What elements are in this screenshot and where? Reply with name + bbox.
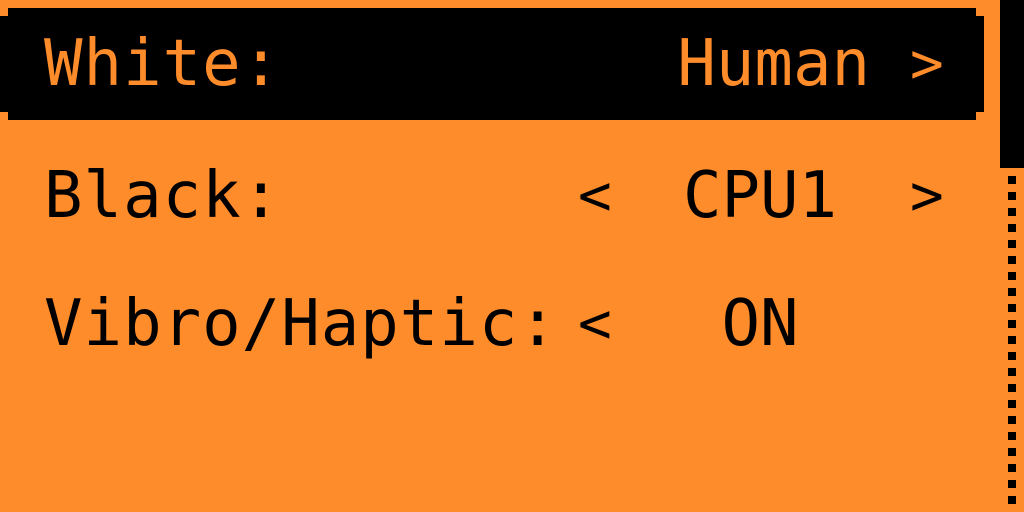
menu-item-vibro-haptic[interactable]: Vibro/Haptic: < ON	[0, 268, 984, 380]
scrollbar-track-dot	[1008, 272, 1016, 280]
scrollbar-thumb[interactable]	[1000, 0, 1024, 168]
scrollbar-track-dot	[1008, 480, 1016, 488]
menu-item-white[interactable]: White: Human >	[0, 8, 984, 120]
scrollbar-track-dot	[1008, 432, 1016, 440]
chevron-right-icon[interactable]: >	[910, 31, 944, 97]
menu-item-black[interactable]: Black: < CPU1 >	[0, 140, 984, 252]
scrollbar-track-dot	[1008, 352, 1016, 360]
menu-item-label: White:	[44, 27, 282, 101]
menu-item-value: Human	[677, 27, 870, 101]
scrollbar-track-dot	[1008, 208, 1016, 216]
scrollbar-track-dot	[1008, 400, 1016, 408]
scrollbar-track-dot	[1008, 448, 1016, 456]
scrollbar-track-dot	[1008, 416, 1016, 424]
scrollbar-track-dot	[1008, 336, 1016, 344]
scrollbar-track-dot	[1008, 192, 1016, 200]
menu-item-value: CPU1	[682, 159, 838, 233]
scrollbar-track-dot	[1008, 368, 1016, 376]
scrollbar-track-dot	[1008, 304, 1016, 312]
menu-item-value: ON	[721, 287, 799, 361]
chevron-left-icon[interactable]: <	[578, 291, 612, 357]
menu-item-label: Black:	[44, 159, 282, 233]
scrollbar-track-dot	[1008, 256, 1016, 264]
menu-item-label: Vibro/Haptic:	[44, 287, 558, 361]
scrollbar-track-dot	[1008, 464, 1016, 472]
scrollbar-track-dot	[1008, 384, 1016, 392]
scrollbar-track-dot	[1008, 224, 1016, 232]
scrollbar-track-dot	[1008, 288, 1016, 296]
chevron-left-icon[interactable]: <	[578, 163, 612, 229]
scrollbar-track-dot	[1008, 176, 1016, 184]
chevron-right-icon[interactable]: >	[910, 163, 944, 229]
scrollbar-track-dot	[1008, 320, 1016, 328]
scrollbar-track-dot	[1008, 240, 1016, 248]
scrollbar-track-dot	[1008, 496, 1016, 504]
